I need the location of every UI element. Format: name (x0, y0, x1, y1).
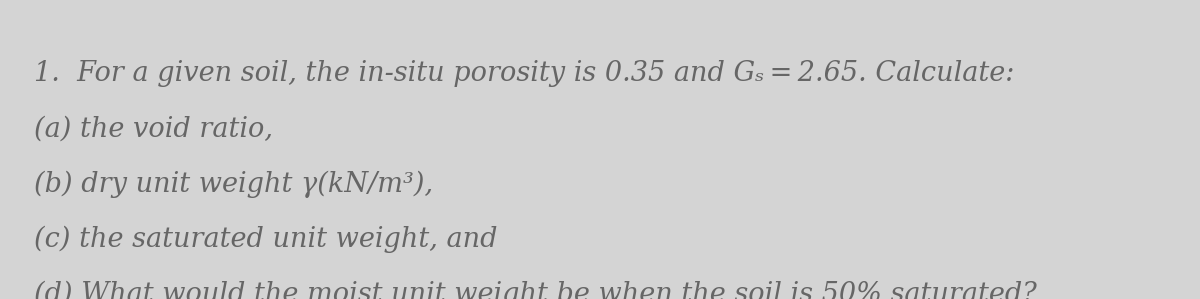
Text: 1.  For a given soil, the in-situ porosity is 0.35 and Gₛ = 2.65. Calculate:: 1. For a given soil, the in-situ porosit… (34, 60, 1014, 87)
Text: (c) the saturated unit weight, and: (c) the saturated unit weight, and (34, 226, 497, 253)
Text: (d) What would the moist unit weight be when the soil is 50% saturated?: (d) What would the moist unit weight be … (34, 281, 1037, 299)
Text: (a) the void ratio,: (a) the void ratio, (34, 115, 272, 142)
Text: (b) dry unit weight γ(kN/m³),: (b) dry unit weight γ(kN/m³), (34, 170, 433, 198)
